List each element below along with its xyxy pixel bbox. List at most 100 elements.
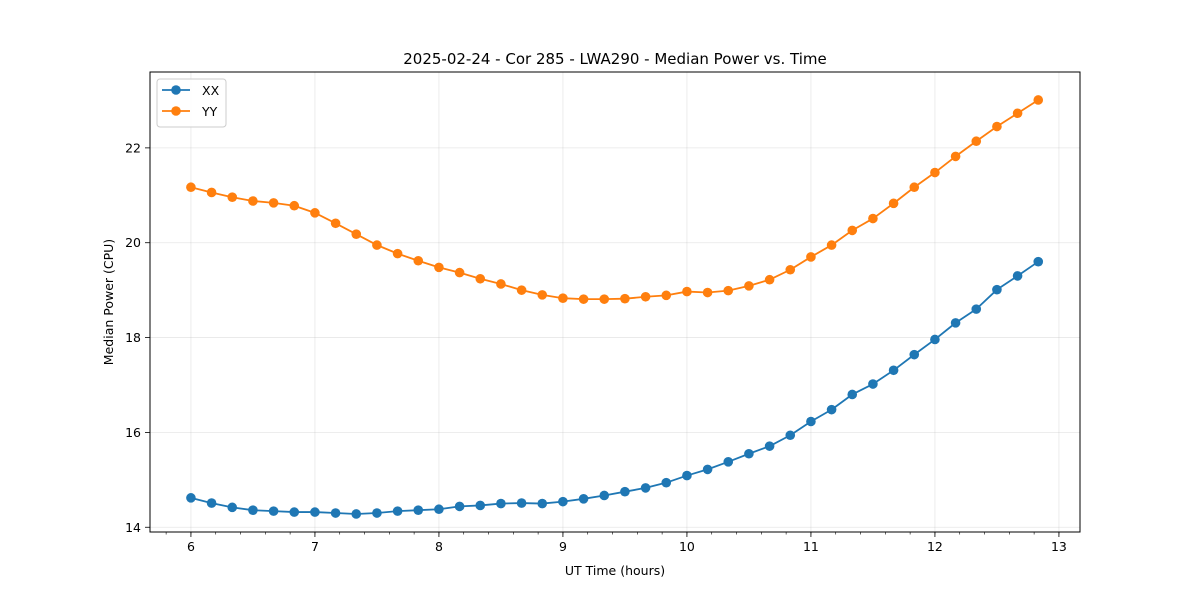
data-point-yy [992, 121, 1002, 132]
series-layer [186, 95, 1044, 519]
data-point-xx [702, 464, 713, 475]
data-point-xx [392, 506, 403, 516]
data-point-yy [640, 291, 651, 302]
data-point-yy [578, 294, 589, 304]
data-point-xx [268, 506, 279, 516]
data-point-xx [599, 490, 610, 501]
x-axis-label: UT Time (hours) [565, 563, 665, 578]
data-point-yy [330, 218, 341, 229]
data-point-xx [227, 502, 238, 513]
y-tick-label: 16 [125, 425, 141, 440]
data-point-yy [392, 248, 403, 259]
data-point-yy [475, 273, 486, 284]
data-point-yy [289, 200, 300, 211]
data-point-xx [640, 483, 651, 493]
data-point-yy [888, 198, 899, 209]
data-point-yy [454, 267, 465, 278]
data-point-xx [1012, 271, 1023, 281]
data-point-xx [248, 505, 258, 515]
data-point-yy [537, 290, 548, 300]
data-point-xx [723, 457, 734, 467]
data-point-yy [744, 281, 754, 291]
data-point-yy [372, 240, 382, 250]
chart-title: 2025-02-24 - Cor 285 - LWA290 - Median P… [403, 50, 827, 68]
data-point-xx [661, 477, 672, 488]
data-point-xx [682, 470, 692, 481]
data-point-xx [454, 501, 465, 512]
data-point-xx [950, 318, 961, 328]
data-point-xx [206, 498, 217, 508]
data-point-xx [806, 416, 816, 427]
x-tick-label: 8 [435, 539, 443, 554]
data-point-xx [1033, 256, 1044, 267]
data-point-yy [950, 151, 961, 162]
data-point-xx [413, 505, 424, 515]
data-point-xx [868, 379, 878, 389]
data-point-yy [558, 293, 568, 304]
data-point-yy [702, 287, 713, 298]
legend-label-yy: YY [201, 104, 218, 119]
data-point-xx [186, 493, 196, 503]
data-point-xx [971, 304, 982, 314]
data-point-yy [620, 293, 630, 304]
x-tick-label: 6 [187, 539, 195, 554]
data-point-xx [496, 498, 506, 509]
data-point-yy [868, 213, 878, 224]
data-point-yy [723, 285, 734, 296]
data-point-xx [992, 284, 1002, 295]
data-point-xx [289, 507, 300, 517]
y-tick-label: 14 [125, 520, 141, 535]
data-point-yy [227, 192, 238, 202]
x-tick-label: 9 [559, 539, 567, 554]
legend: XX YY [156, 78, 227, 128]
data-point-xx [516, 498, 527, 508]
legend-label-xx: XX [202, 83, 220, 98]
data-point-xx [785, 430, 796, 441]
data-point-xx [888, 365, 899, 376]
data-point-yy [516, 285, 527, 295]
y-tick-label: 20 [125, 235, 141, 250]
y-tick-label: 18 [125, 330, 141, 345]
data-point-yy [310, 208, 320, 218]
x-tick-label: 10 [679, 539, 695, 554]
data-point-xx [434, 504, 444, 515]
x-tick-label: 11 [803, 539, 819, 554]
data-point-xx [372, 508, 382, 518]
plot-frame [149, 71, 1081, 533]
data-point-yy [764, 274, 775, 285]
data-point-yy [434, 262, 444, 273]
grid [150, 72, 1080, 532]
data-point-yy [413, 255, 424, 266]
data-point-xx [847, 389, 858, 400]
data-point-yy [351, 229, 362, 239]
data-point-xx [558, 496, 568, 507]
axes: 6 7 8 9 10 11 12 13 14 16 18 20 22 [125, 140, 1067, 554]
data-point-xx [475, 500, 486, 511]
data-point-xx [537, 498, 548, 509]
data-point-yy [496, 279, 506, 289]
data-point-yy [930, 167, 940, 178]
data-point-yy [682, 286, 692, 297]
data-point-xx [744, 448, 754, 459]
y-tick-label: 22 [125, 140, 141, 155]
data-point-yy [1012, 108, 1023, 119]
x-tick-label: 12 [927, 539, 943, 554]
x-tick-label: 13 [1051, 539, 1067, 554]
data-point-xx [330, 508, 341, 518]
data-point-yy [806, 252, 816, 262]
data-point-xx [909, 349, 920, 360]
data-point-yy [268, 198, 279, 208]
data-point-yy [1033, 95, 1044, 105]
data-point-yy [847, 225, 858, 236]
data-point-xx [930, 334, 940, 345]
data-point-yy [826, 240, 837, 250]
data-point-xx [764, 441, 775, 451]
data-point-yy [186, 182, 196, 193]
data-point-xx [310, 507, 320, 517]
x-tick-label: 7 [311, 539, 319, 554]
data-point-xx [620, 486, 630, 497]
data-point-xx [578, 494, 589, 504]
data-point-yy [785, 264, 796, 275]
data-point-yy [971, 136, 982, 147]
data-point-yy [248, 196, 258, 206]
